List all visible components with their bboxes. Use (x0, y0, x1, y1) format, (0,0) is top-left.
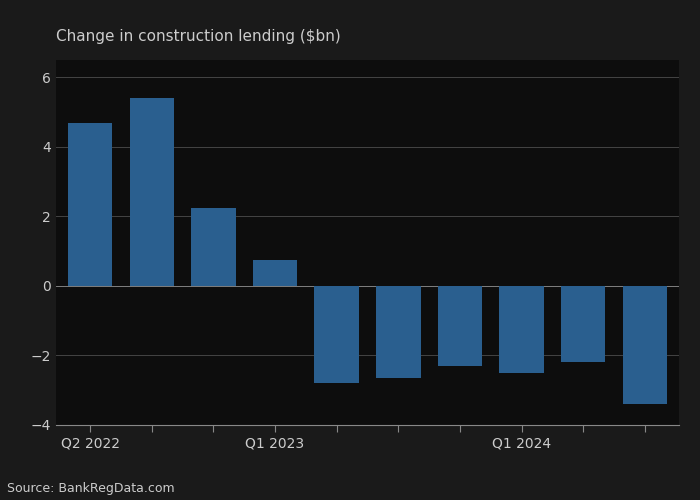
Text: Source: BankRegData.com: Source: BankRegData.com (7, 482, 174, 495)
Bar (499, 286, 544, 373)
Bar (130, 98, 174, 286)
Bar (376, 286, 421, 378)
Bar (68, 122, 113, 286)
Bar (253, 260, 298, 286)
Bar (622, 286, 667, 404)
Bar (314, 286, 359, 384)
Bar (438, 286, 482, 366)
Text: Change in construction lending ($bn): Change in construction lending ($bn) (56, 28, 341, 44)
Bar (561, 286, 606, 362)
Bar (191, 208, 236, 286)
